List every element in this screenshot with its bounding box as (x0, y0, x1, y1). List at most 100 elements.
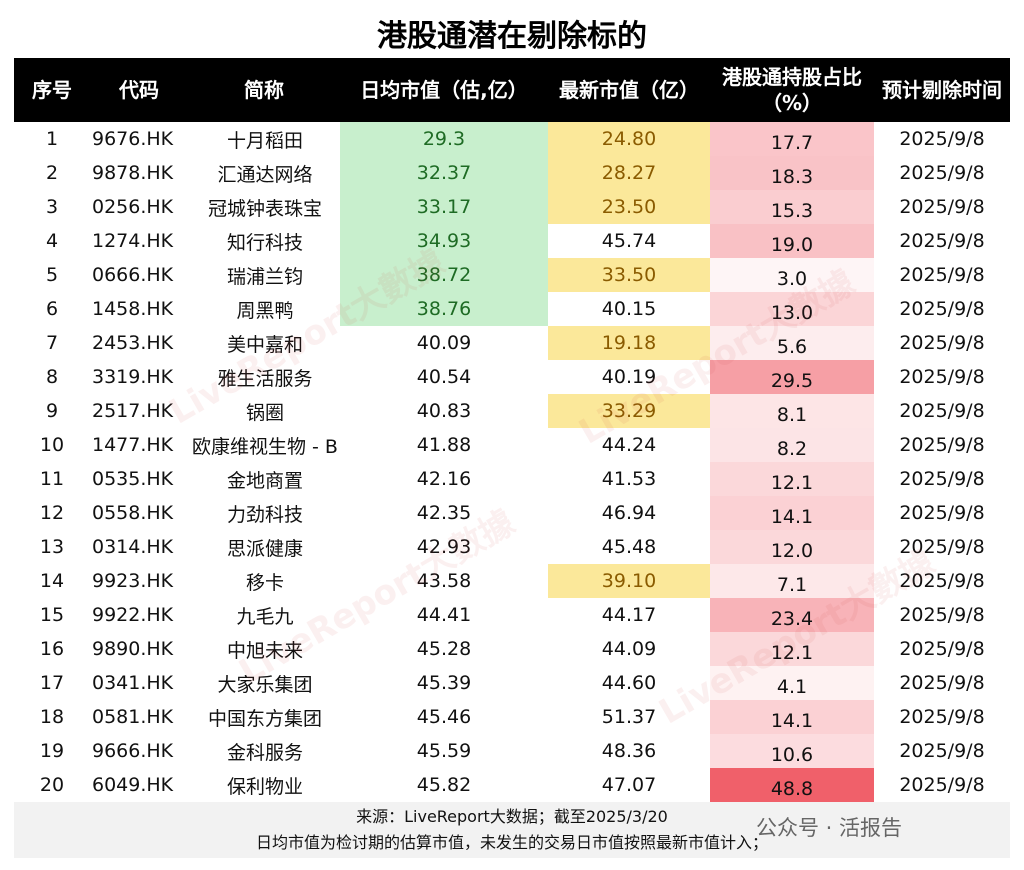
cell-date: 2025/9/8 (899, 740, 985, 762)
cell-ratio: 5.6 (710, 326, 874, 360)
cell-name-text: 雅生活服务 (217, 367, 313, 390)
table-row: 3 0256.HK 冠城钟表珠宝 33.17 23.50 15.3 2025/9/8 (14, 190, 1010, 224)
cell-index: 18 (39, 706, 65, 728)
cell-ratio: 12.1 (710, 462, 874, 496)
cell-name: 美中嘉和 (188, 326, 340, 360)
cell-latest-cap: 33.29 (548, 394, 710, 428)
cell-name-text: 保利物业 (226, 775, 303, 798)
cell-name: 瑞浦兰钧 (188, 258, 340, 292)
cell-code: 2517.HK (92, 400, 174, 422)
cell-latest-cap: 44.17 (601, 604, 657, 626)
table-row: 6 1458.HK 周黑鸭 38.76 40.15 13.0 2025/9/8 (14, 292, 1010, 326)
cell-avg-cap: 42.93 (416, 536, 472, 558)
header-ratio: 港股通持股占比（%） (710, 58, 874, 122)
cell-date: 2025/9/8 (899, 128, 985, 150)
cell-name-text: 力劲科技 (226, 503, 303, 526)
cell-avg-cap: 40.54 (416, 366, 472, 388)
header-code: 代码 (90, 58, 188, 122)
cell-code: 0314.HK (92, 536, 174, 558)
cell-index: 2 (45, 162, 59, 184)
cell-name-text: 中国东方集团 (207, 707, 322, 730)
cell-name-text: 金地商置 (226, 469, 303, 492)
cell-latest-cap: 47.07 (601, 774, 657, 796)
cell-avg-cap: 45.28 (416, 638, 472, 660)
cell-latest-cap: 51.37 (601, 706, 657, 728)
cell-code: 1458.HK (92, 298, 174, 320)
cell-ratio: 12.0 (710, 530, 874, 564)
cell-index: 8 (45, 366, 59, 388)
cell-index: 16 (39, 638, 65, 660)
table-row: 18 0581.HK 中国东方集团 45.46 51.37 14.1 2025/9/8 (14, 700, 1010, 734)
cell-name-text: 金科服务 (226, 741, 303, 764)
cell-name-text: 九毛九 (236, 605, 294, 628)
table-row: 2 9878.HK 汇通达网络 32.37 28.27 18.3 2025/9/8 (14, 156, 1010, 190)
method-note: 日均市值为检讨期的估算市值，未发生的交易日市值按照最新市值计入； (255, 833, 768, 852)
cell-index: 12 (39, 502, 65, 524)
cell-index: 19 (39, 740, 65, 762)
cell-name: 周黑鸭 (188, 292, 340, 326)
cell-latest-cap: 48.36 (601, 740, 657, 762)
cell-index: 20 (39, 774, 65, 796)
cell-index: 11 (39, 468, 65, 490)
cell-avg-cap: 38.76 (340, 292, 548, 326)
cell-name: 移卡 (188, 564, 340, 598)
cell-name-text: 思派健康 (226, 537, 303, 560)
cell-ratio: 10.6 (710, 734, 874, 768)
cell-code: 0581.HK (92, 706, 174, 728)
cell-name-text: 汇通达网络 (217, 163, 313, 186)
cell-code: 0535.HK (92, 468, 174, 490)
cell-latest-cap: 40.19 (601, 366, 657, 388)
cell-latest-cap: 45.74 (601, 230, 657, 252)
cell-ratio: 14.1 (710, 496, 874, 530)
cell-code: 6049.HK (92, 774, 174, 796)
cell-index: 14 (39, 570, 65, 592)
cell-latest-cap: 23.50 (548, 190, 710, 224)
cell-date: 2025/9/8 (899, 434, 985, 456)
header-latest-cap: 最新市值（亿） (548, 58, 710, 122)
cell-latest-cap: 28.27 (548, 156, 710, 190)
table-row: 9 2517.HK 锅圈 40.83 33.29 8.1 2025/9/8 (14, 394, 1010, 428)
cell-name-text: 大家乐集团 (217, 673, 313, 696)
source-note: 来源：LiveReport大数据；截至2025/3/20 (356, 807, 668, 826)
cell-index: 13 (39, 536, 65, 558)
cell-date: 2025/9/8 (899, 264, 985, 286)
footer: 来源：LiveReport大数据；截至2025/3/20 日均市值为检讨期的估算… (14, 802, 1010, 858)
cell-code: 9923.HK (92, 570, 174, 592)
cell-avg-cap: 43.58 (416, 570, 472, 592)
cell-avg-cap: 32.37 (340, 156, 548, 190)
cell-avg-cap: 41.88 (416, 434, 472, 456)
table-row: 8 3319.HK 雅生活服务 40.54 40.19 29.5 2025/9/8 (14, 360, 1010, 394)
cell-date: 2025/9/8 (899, 638, 985, 660)
header-name: 简称 (188, 58, 340, 122)
table-row: 16 9890.HK 中旭未来 45.28 44.09 12.1 2025/9/8 (14, 632, 1010, 666)
cell-avg-cap: 42.16 (416, 468, 472, 490)
header-avg-cap: 日均市值（估,亿） (340, 58, 548, 122)
cell-ratio: 3.0 (710, 258, 874, 292)
cell-ratio: 19.0 (710, 224, 874, 258)
cell-date: 2025/9/8 (899, 570, 985, 592)
cell-name: 知行科技 (188, 224, 340, 258)
table-row: 20 6049.HK 保利物业 45.82 47.07 48.8 2025/9/8 (14, 768, 1010, 802)
cell-date: 2025/9/8 (899, 196, 985, 218)
table-body: 1 9676.HK 十月稻田 29.3 24.80 17.7 2025/9/8 2 9878.H… (14, 122, 1010, 802)
cell-code: 2453.HK (92, 332, 174, 354)
table-row: 5 0666.HK 瑞浦兰钧 38.72 33.50 3.0 2025/9/8 (14, 258, 1010, 292)
table-row: 14 9923.HK 移卡 43.58 39.10 7.1 2025/9/8 (14, 564, 1010, 598)
cell-name-text: 移卡 (245, 571, 284, 594)
cell-name: 中旭未来 (188, 632, 340, 666)
cell-name-text: 知行科技 (226, 231, 303, 254)
cell-ratio: 7.1 (710, 564, 874, 598)
cell-code: 9922.HK (92, 604, 174, 626)
cell-name-text: 美中嘉和 (226, 333, 303, 356)
cell-name-text: 周黑鸭 (236, 299, 294, 322)
cell-name: 冠城钟表珠宝 (188, 190, 340, 224)
cell-avg-cap: 45.59 (416, 740, 472, 762)
table-row: 10 1477.HK 欧康维视生物 - B 41.88 44.24 8.2 2025/9/8 (14, 428, 1010, 462)
cell-ratio: 12.1 (710, 632, 874, 666)
cell-date: 2025/9/8 (899, 468, 985, 490)
cell-name: 力劲科技 (188, 496, 340, 530)
cell-avg-cap: 38.72 (340, 258, 548, 292)
cell-ratio: 48.8 (710, 768, 874, 802)
cell-name: 保利物业 (188, 768, 340, 802)
cell-latest-cap: 45.48 (601, 536, 657, 558)
